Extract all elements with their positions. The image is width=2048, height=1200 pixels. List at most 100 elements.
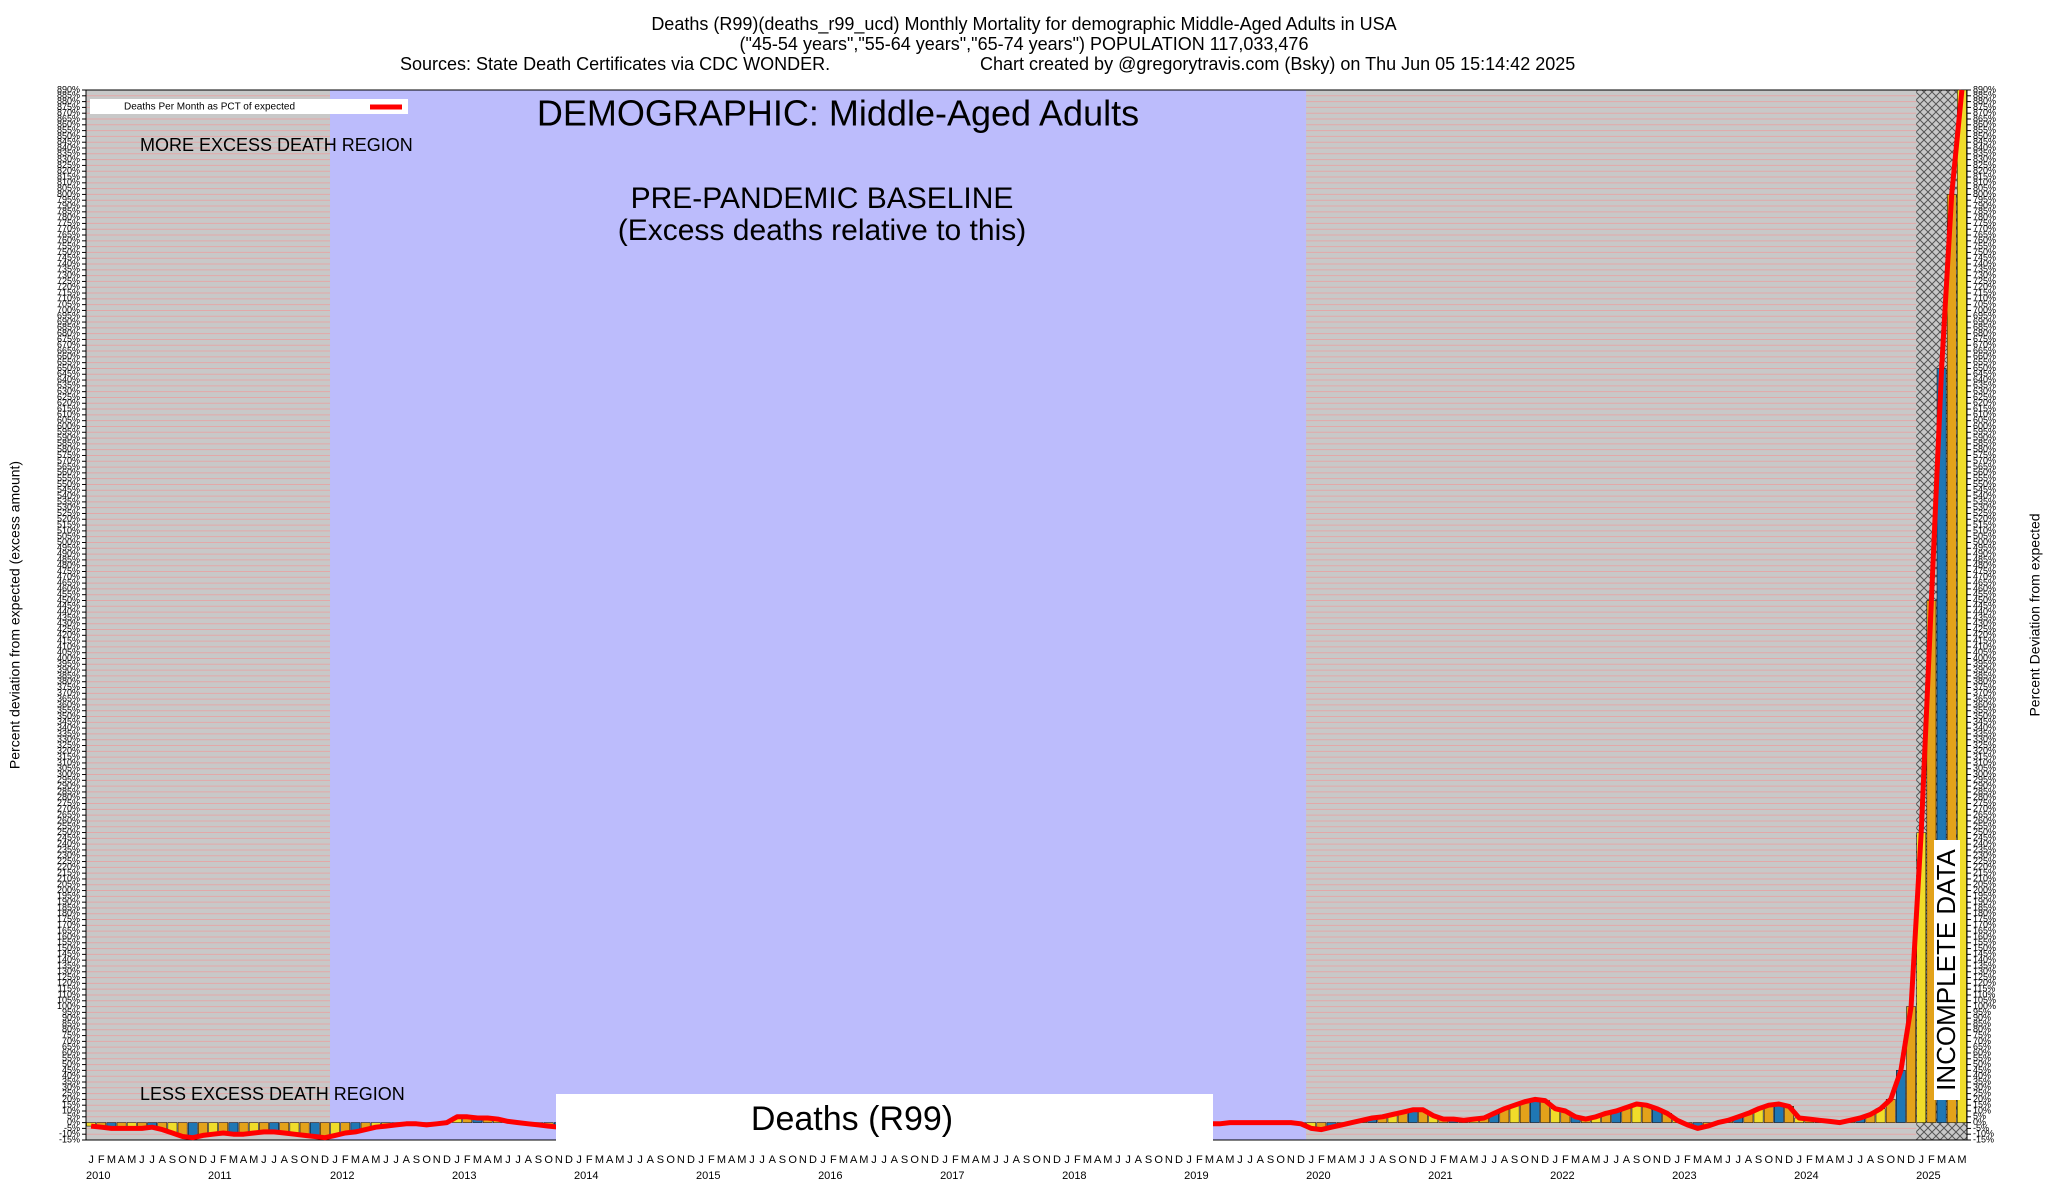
y2-tick-label: 845%	[1973, 137, 1996, 147]
y2-tick-label: 765%	[1973, 229, 1996, 239]
x-tick-label: O	[178, 1154, 187, 1166]
y-tick-label: 635%	[57, 380, 80, 390]
y-tick-label: 535%	[57, 496, 80, 506]
y2-tick-label: 760%	[1973, 235, 1996, 245]
y-tick-label: 700%	[57, 305, 80, 315]
x-tick-label: N	[1043, 1154, 1051, 1166]
x-tick-label: N	[1897, 1154, 1905, 1166]
x-tick-label: A	[1623, 1154, 1631, 1166]
y-tick-label: 485%	[57, 554, 80, 564]
year-label: 2012	[330, 1170, 354, 1182]
y2-tick-label: 615%	[1973, 403, 1996, 413]
y2-tick-label: 840%	[1973, 142, 1996, 152]
x-tick-label: N	[1775, 1154, 1783, 1166]
x-tick-label: A	[362, 1154, 370, 1166]
y-tick-label: 85%	[62, 1018, 80, 1028]
y-tick-label: 755%	[57, 241, 80, 251]
y-tick-label: 725%	[57, 276, 80, 286]
x-tick-label: A	[647, 1154, 655, 1166]
x-tick-label: N	[1653, 1154, 1661, 1166]
y-tick-label: 210%	[57, 873, 80, 883]
x-tick-label: O	[1764, 1154, 1773, 1166]
y-tick-label: 80%	[62, 1024, 80, 1034]
x-tick-label: J	[149, 1154, 155, 1166]
y2-tick-label: 265%	[1973, 810, 1996, 820]
y2-tick-label: 475%	[1973, 566, 1996, 576]
y-tick-label: 155%	[57, 937, 80, 947]
y-tick-label: 750%	[57, 247, 80, 257]
y2-tick-label: 740%	[1973, 258, 1996, 268]
y2-tick-label: 220%	[1973, 862, 1996, 872]
y2-tick-label: -10%	[1973, 1129, 1994, 1139]
y-tick-label: 410%	[57, 641, 80, 651]
x-tick-label: D	[443, 1154, 451, 1166]
y-tick-label: 10%	[62, 1105, 80, 1115]
x-tick-label: J	[1735, 1154, 1741, 1166]
y2-tick-label: 260%	[1973, 815, 1996, 825]
x-tick-label: M	[1591, 1154, 1600, 1166]
y2-tick-label: 745%	[1973, 253, 1996, 263]
x-tick-label: D	[199, 1154, 207, 1166]
year-label: 2019	[1184, 1170, 1208, 1182]
y-tick-label: 610%	[57, 409, 80, 419]
y2-tick-label: 30%	[1973, 1082, 1991, 1092]
x-tick-label: O	[1398, 1154, 1407, 1166]
y-tick-label: 375%	[57, 682, 80, 692]
y2-tick-label: 70%	[1973, 1036, 1991, 1046]
y2-axis-label: Percent Deviation from expected	[2027, 513, 2043, 716]
y-tick-label: 475%	[57, 566, 80, 576]
y2-tick-label: 285%	[1973, 786, 1996, 796]
y-tick-label: 360%	[57, 699, 80, 709]
y2-tick-label: 205%	[1973, 879, 1996, 889]
y2-tick-label: 215%	[1973, 868, 1996, 878]
y2-tick-label: 85%	[1973, 1018, 1991, 1028]
x-tick-label: J	[332, 1154, 338, 1166]
y2-tick-label: 775%	[1973, 218, 1996, 228]
y2-tick-label: 335%	[1973, 728, 1996, 738]
x-tick-label: O	[422, 1154, 431, 1166]
x-tick-label: D	[1907, 1154, 1915, 1166]
y2-tick-label: 790%	[1973, 200, 1996, 210]
y-tick-label: 875%	[57, 102, 80, 112]
y-tick-label: 460%	[57, 583, 80, 593]
y-tick-label: 515%	[57, 519, 80, 529]
x-tick-label: J	[454, 1154, 460, 1166]
y-tick-label: 90%	[62, 1013, 80, 1023]
y-tick-label: 5%	[67, 1111, 80, 1121]
x-tick-label: J	[1481, 1154, 1487, 1166]
y-tick-label: 385%	[57, 670, 80, 680]
y-tick-label: 40%	[62, 1071, 80, 1081]
y2-tick-label: 165%	[1973, 926, 1996, 936]
y2-tick-label: 160%	[1973, 931, 1996, 941]
x-tick-label: D	[1785, 1154, 1793, 1166]
y-tick-label: 75%	[62, 1030, 80, 1040]
y-tick-label: 765%	[57, 229, 80, 239]
x-tick-label: M	[1835, 1154, 1844, 1166]
y-tick-label: 680%	[57, 328, 80, 338]
x-tick-label: A	[159, 1154, 167, 1166]
y-tick-label: 225%	[57, 856, 80, 866]
y-tick-label: 465%	[57, 577, 80, 587]
y-tick-label: 125%	[57, 972, 80, 982]
y2-tick-label: 700%	[1973, 305, 1996, 315]
y-tick-label: 180%	[57, 908, 80, 918]
x-tick-label: J	[576, 1154, 582, 1166]
y2-tick-label: 440%	[1973, 606, 1996, 616]
y2-tick-label: 80%	[1973, 1024, 1991, 1034]
y2-tick-label: 0%	[1973, 1117, 1986, 1127]
y-tick-label: 370%	[57, 688, 80, 698]
x-tick-label: J	[1918, 1154, 1924, 1166]
x-tick-label: M	[595, 1154, 604, 1166]
y-tick-label: 115%	[58, 984, 80, 994]
y2-tick-label: 665%	[1973, 345, 1996, 355]
y2-tick-label: 755%	[1973, 241, 1996, 251]
y-tick-label: 865%	[57, 113, 80, 123]
y-tick-label: 620%	[57, 398, 80, 408]
x-tick-label: N	[189, 1154, 197, 1166]
x-tick-label: N	[433, 1154, 441, 1166]
y2-tick-label: 210%	[1973, 873, 1996, 883]
x-tick-label: J	[942, 1154, 948, 1166]
y2-tick-label: 590%	[1973, 432, 1996, 442]
x-tick-label: N	[311, 1154, 319, 1166]
